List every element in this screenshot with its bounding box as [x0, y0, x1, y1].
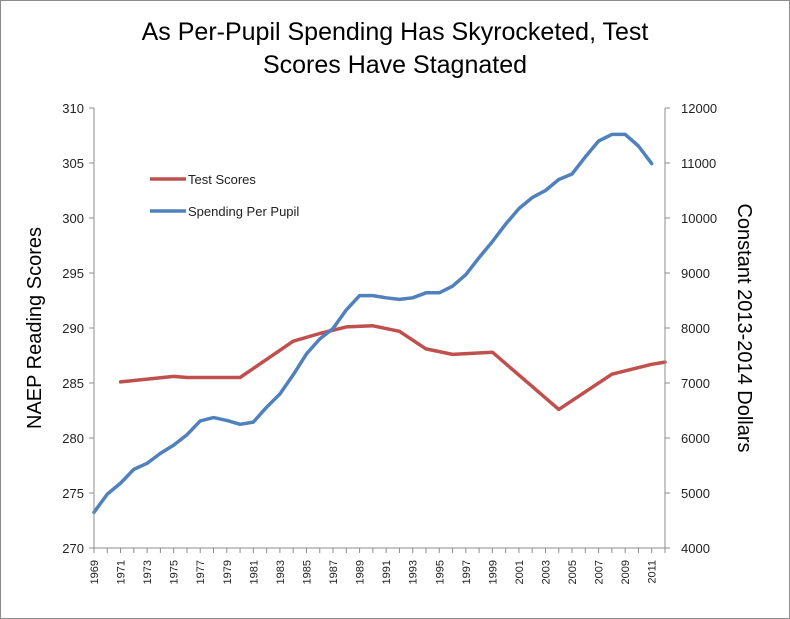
series-points-spending-per-pupil: [93, 134, 652, 513]
left-tick-label: 310: [62, 101, 84, 116]
right-tick-label: 7000: [681, 376, 710, 391]
x-tick-label: 2003: [540, 560, 552, 584]
chart-title-line-1: As Per-Pupil Spending Has Skyrocketed, T…: [141, 18, 649, 46]
right-axis-title: Constant 2013-2014 Dollars: [733, 203, 755, 452]
x-tick-label: 1969: [89, 560, 101, 584]
legend-label-spending-per-pupil: Spending Per Pupil: [188, 204, 299, 219]
right-tick-label: 12000: [681, 101, 717, 116]
x-tick-label: 1987: [328, 560, 340, 584]
right-tick-label: 9000: [681, 266, 710, 281]
chart-title: As Per-Pupil Spending Has Skyrocketed, T…: [0, 16, 790, 82]
x-tick-label: 2009: [620, 560, 632, 584]
right-axis-ticks: 4000 5000 6000 7000 8000 9000 10000 11000 12000: [665, 101, 717, 556]
left-tick-label: 270: [62, 541, 84, 556]
left-tick-label: 280: [62, 431, 84, 446]
left-tick-label: 290: [62, 321, 84, 336]
x-axis-ticks: 1969 1971 1973 1975 1977 1979 1981 1983 1985 1987…: [89, 548, 666, 584]
legend-label-test-scores: Test Scores: [188, 172, 256, 187]
x-tick-label: 1975: [169, 560, 181, 584]
x-tick-label: 1991: [381, 560, 393, 584]
left-tick-label: 285: [62, 376, 84, 391]
x-tick-label: 2007: [594, 560, 606, 584]
right-tick-label: 6000: [681, 431, 710, 446]
right-tick-label: 5000: [681, 486, 710, 501]
x-tick-label: 1985: [301, 560, 313, 584]
left-tick-label: 295: [62, 266, 84, 281]
x-tick-label: 1971: [116, 560, 128, 584]
x-tick-label: 1973: [142, 560, 154, 584]
right-tick-label: 4000: [681, 541, 710, 556]
x-tick-label: 1999: [487, 560, 499, 584]
axes: [93, 108, 666, 549]
x-tick-label: 1997: [461, 560, 473, 584]
series-lines: [92, 132, 667, 515]
right-tick-label: 8000: [681, 321, 710, 336]
chart-title-line-2: Scores Have Stagnated: [262, 51, 528, 79]
series-line-test-scores: [118, 324, 667, 412]
left-tick-label: 275: [62, 486, 84, 501]
x-tick-label: 2005: [567, 560, 579, 584]
legend: Test Scores Spending Per Pupil: [150, 172, 299, 219]
x-tick-label: 1989: [355, 560, 367, 584]
left-axis-title: NAEP Reading Scores: [24, 227, 46, 429]
series-line-spending-per-pupil: [92, 132, 654, 515]
x-tick-label: 2011: [647, 560, 659, 584]
left-tick-label: 300: [62, 211, 84, 226]
x-tick-label: 1977: [195, 560, 207, 584]
x-tick-label: 2001: [514, 560, 526, 584]
x-tick-label: 1981: [248, 560, 260, 584]
x-tick-label: 1983: [275, 560, 287, 584]
right-tick-label: 11000: [681, 156, 716, 171]
left-axis-ticks: 270 275 280 285 290 295 300 305 310: [62, 101, 94, 556]
series-points-test-scores: [120, 325, 666, 410]
x-tick-label: 1979: [222, 560, 234, 584]
left-tick-label: 305: [62, 156, 84, 171]
x-tick-label: 1993: [408, 560, 420, 584]
x-tick-label: 1995: [434, 560, 446, 584]
right-tick-label: 10000: [681, 211, 717, 226]
